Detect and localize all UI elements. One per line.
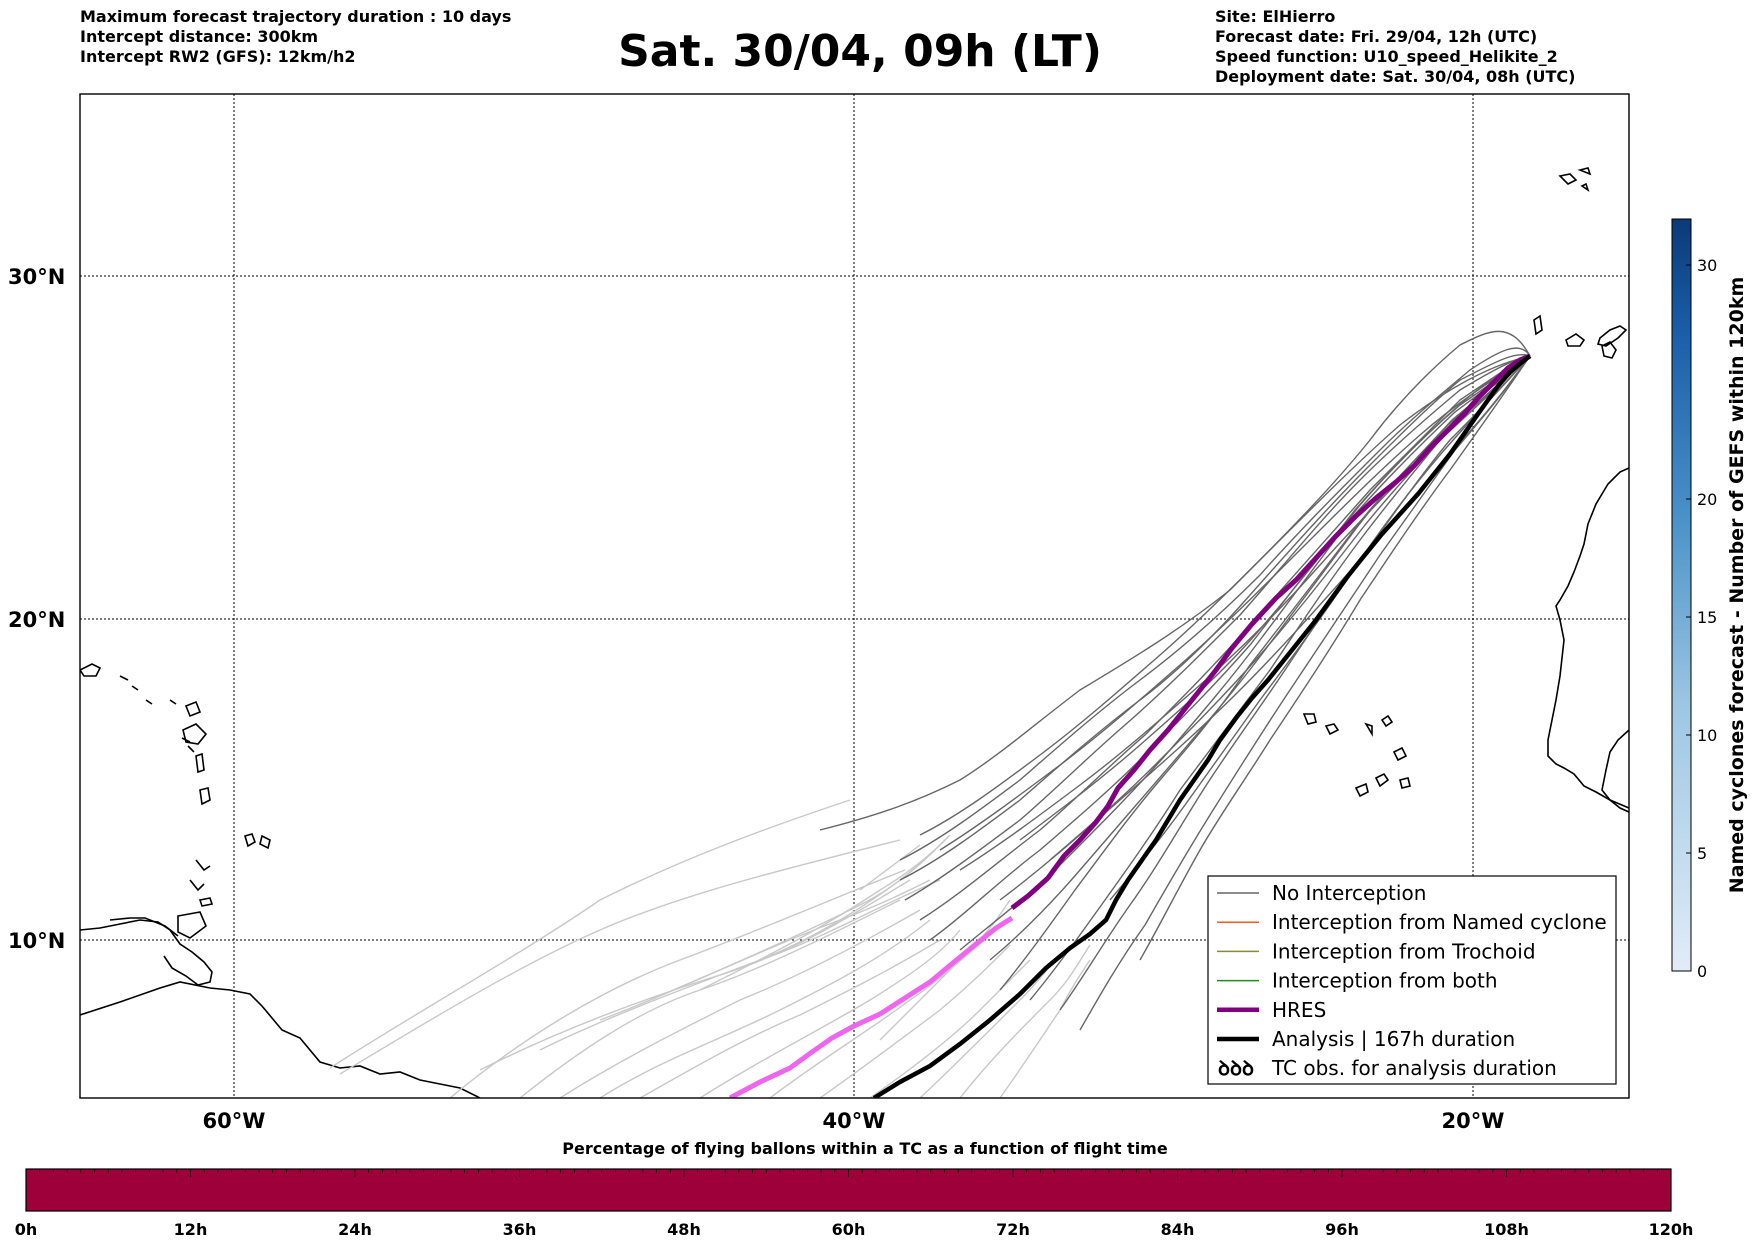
site-info: Site: ElHierro Forecast date: Fri. 29/04… [1215,7,1575,87]
coastline-caribbean-shelf [80,919,213,986]
forecast-date-text: Forecast date: Fri. 29/04, 12h (UTC) [1215,27,1538,46]
legend-label: Interception from Trochoid [1272,939,1536,963]
flight-bar-tick-label: 84h [1161,1220,1195,1239]
island-cape-verde [1302,713,1411,798]
lat-label: 20°N [8,608,65,632]
tc-obs-symbol: ꝺꝺꝺ [1218,1056,1254,1080]
lat-label: 10°N [8,929,65,953]
map-frame [79,93,1630,1099]
island-barbados [244,833,256,848]
colorbar-ticks [1686,264,1691,972]
flight-bar-tick-label: 96h [1325,1220,1359,1239]
site-text: Site: ElHierro [1215,7,1336,26]
island-martinique [199,787,211,806]
analysis-trajectory [872,354,1532,1098]
lat-label: 30°N [8,265,65,289]
flight-bar-tick-label: 36h [503,1220,537,1239]
legend-item: ꝺꝺꝺ TC obs. for analysis duration [1218,1056,1557,1080]
legend-item: Analysis | 167h duration [1217,1027,1515,1051]
legend-item: Interception from both [1217,969,1498,993]
legend-label: TC obs. for analysis duration [1271,1056,1557,1080]
map-area[interactable]: No Interception Interception from Named c… [79,93,1630,1099]
cyclone-colorbar: 0 5 10 15 20 30 Named cyclones forecast … [1671,218,1748,981]
coastline-venezuela [109,917,179,937]
legend-item: Interception from Named cyclone [1217,910,1607,934]
flight-bar-title: Percentage of flying ballons within a TC… [562,1139,1168,1158]
island-dominica [195,752,205,774]
flight-bar-tick-label: 60h [832,1220,866,1239]
lon-label: 60°W [203,1109,266,1133]
legend-label: Interception from both [1272,969,1498,993]
flight-bar-tick-label: 0h [15,1220,38,1239]
page-title: Sat. 30/04, 09h (LT) [618,26,1102,77]
island-antigua [184,700,202,718]
lon-label: 20°W [1442,1109,1505,1133]
colorbar-tick-label: 10 [1697,726,1717,745]
flight-bar-tick-label: 72h [996,1220,1030,1239]
flight-bar-tick-label: 24h [338,1220,372,1239]
lat-labels: 30°N 20°N 10°N [8,265,65,953]
coastline-africa [1547,467,1629,809]
max-duration-text: Maximum forecast trajectory duration : 1… [80,7,512,26]
island-lesser-antilles [189,859,211,892]
speed-function-text: Speed function: U10_speed_Helikite_2 [1215,47,1558,66]
faded-trajectories [329,799,1091,1098]
legend-label: Analysis | 167h duration [1272,1027,1515,1051]
legend-box [1207,875,1617,1085]
island-tobago [198,897,214,907]
deployment-date-text: Deployment date: Sat. 30/04, 08h (UTC) [1215,67,1576,86]
flight-bar-tick-label: 120h [1649,1220,1694,1239]
legend-label: No Interception [1272,881,1426,905]
colorbar-gradient [1671,218,1692,972]
coastline-south-america [80,981,481,1098]
colorbar-tick-label: 20 [1697,490,1717,509]
flight-bar-tick-label: 12h [174,1220,208,1239]
island-trinidad [177,911,207,939]
intercept-distance-text: Intercept distance: 300km [80,27,319,46]
legend-item: HRES [1217,998,1326,1022]
coastline-africa-2 [1601,729,1629,813]
legend-label: Interception from Named cyclone [1272,910,1607,934]
forecast-parameters: Maximum forecast trajectory duration : 1… [80,7,511,67]
legend: No Interception Interception from Named c… [1207,875,1617,1085]
coastlines [80,167,1629,1098]
flight-bar-tick-label: 108h [1484,1220,1529,1239]
island-puerto-rico [80,663,102,677]
island-guadeloupe-2 [259,834,271,850]
flight-bar-tick-label: 48h [667,1220,701,1239]
island-leeward [169,699,195,753]
colorbar-tick-label: 30 [1697,256,1717,275]
legend-item: Interception from Trochoid [1217,939,1536,963]
flight-time-bar: Percentage of flying ballons within a TC… [15,1139,1694,1239]
colorbar-title: Named cyclones forecast - Number of GEFS… [1726,277,1748,894]
colorbar-tick-label: 0 [1697,962,1707,981]
hres-trajectory-early [728,915,1014,1098]
island-madeira [1558,167,1592,192]
lon-label: 40°W [823,1109,886,1133]
island-canaries [1533,314,1628,359]
island-virgin [119,675,153,705]
flight-bar-ticks: 0h 12h 24h 36h 48h 60h 72h 84h 96h 108h 120h [15,1169,1694,1239]
intercept-rw2-text: Intercept RW2 (GFS): 12km/h2 [80,47,356,66]
colorbar-tick-label: 5 [1697,844,1707,863]
colorbar-tick-label: 15 [1697,608,1717,627]
legend-label: HRES [1272,998,1326,1022]
lon-labels: 60°W 40°W 20°W [203,1109,1505,1133]
hres-trajectory [1010,353,1531,910]
legend-item: No Interception [1217,881,1426,905]
